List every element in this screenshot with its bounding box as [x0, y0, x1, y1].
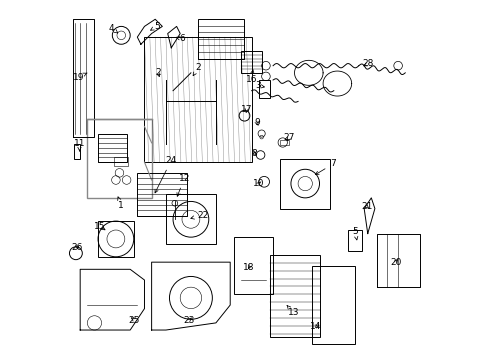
Text: 7: 7 — [315, 159, 335, 175]
Text: 3: 3 — [254, 81, 264, 90]
Bar — [165, 194, 216, 244]
Text: 1: 1 — [118, 197, 124, 210]
Text: 14: 14 — [309, 322, 321, 331]
Bar — [114, 157, 128, 166]
Bar — [280, 158, 329, 208]
Text: 4: 4 — [108, 24, 118, 33]
Bar — [144, 37, 251, 162]
Text: 5: 5 — [352, 227, 357, 240]
Bar — [347, 230, 362, 251]
Text: 19: 19 — [73, 73, 87, 82]
Text: 2: 2 — [193, 63, 201, 76]
Bar — [312, 266, 354, 344]
Bar — [74, 144, 80, 158]
Text: 25: 25 — [128, 315, 140, 324]
Text: 9: 9 — [254, 118, 259, 127]
Bar — [87, 119, 151, 198]
Bar — [233, 237, 272, 294]
Bar — [198, 19, 244, 59]
Text: 13: 13 — [286, 306, 299, 318]
Text: 11: 11 — [74, 139, 85, 151]
Text: 8: 8 — [251, 149, 257, 158]
Text: 18: 18 — [243, 263, 254, 272]
Text: 22: 22 — [190, 211, 208, 220]
Bar — [258, 80, 269, 98]
Bar — [137, 173, 187, 216]
Text: 17: 17 — [241, 105, 252, 114]
Bar — [241, 51, 262, 73]
Text: 28: 28 — [361, 59, 373, 68]
Text: 12: 12 — [177, 174, 190, 196]
Text: 23: 23 — [183, 315, 194, 324]
Text: 15: 15 — [94, 222, 105, 231]
Text: 10: 10 — [252, 179, 264, 188]
Bar — [280, 140, 288, 145]
Text: 27: 27 — [283, 133, 294, 142]
Text: 20: 20 — [389, 258, 401, 267]
Text: 5: 5 — [150, 22, 160, 31]
Text: 6: 6 — [176, 35, 184, 44]
Text: 21: 21 — [361, 202, 372, 211]
Text: 26: 26 — [71, 243, 83, 252]
Text: 2: 2 — [155, 68, 161, 77]
Bar — [269, 255, 319, 337]
Text: 16: 16 — [245, 70, 257, 85]
Bar — [98, 221, 134, 257]
Bar — [98, 134, 126, 162]
Text: 24: 24 — [155, 156, 177, 193]
